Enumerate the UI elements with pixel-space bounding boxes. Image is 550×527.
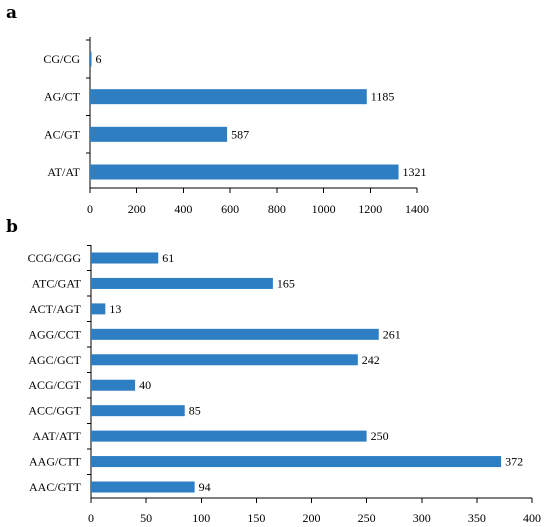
bar-acc-ggt	[91, 405, 185, 417]
bar-cg-cg	[90, 51, 92, 67]
panel-letter-b: b	[6, 217, 18, 237]
x-tick-label: 0	[87, 202, 93, 216]
bar-aac-gtt	[91, 481, 195, 493]
category-label: ACT/AGT	[29, 302, 82, 316]
bar-ac-gt	[90, 126, 228, 142]
bar-acg-cgt	[91, 379, 136, 391]
bar-act-agt	[91, 303, 106, 315]
bar-aat-att	[91, 430, 367, 442]
x-tick-label: 100	[192, 511, 210, 525]
category-label: AGC/GCT	[28, 353, 81, 367]
category-label: CCG/CGG	[28, 251, 82, 265]
bar-atc-gat	[91, 277, 273, 289]
category-label: AG/CT	[44, 90, 81, 104]
category-label: ATC/GAT	[32, 276, 82, 290]
category-label: AAC/GTT	[29, 480, 82, 494]
x-tick-label: 600	[221, 202, 239, 216]
category-label: AGG/CCT	[28, 327, 81, 341]
category-label: ACC/GGT	[28, 404, 81, 418]
data-label: 13	[109, 302, 121, 316]
data-label: 61	[162, 251, 174, 265]
x-tick-label: 350	[468, 511, 486, 525]
bar-aag-ctt	[91, 456, 502, 468]
data-label: 165	[277, 276, 295, 290]
x-tick-label: 1400	[405, 202, 429, 216]
data-label: 1185	[371, 90, 395, 104]
x-tick-label: 1000	[312, 202, 336, 216]
x-tick-label: 300	[413, 511, 431, 525]
x-tick-label: 800	[268, 202, 286, 216]
data-label: 40	[139, 378, 151, 392]
chart-b: 0 50 100 150 200 250 300 350 400 AAC/GTT 94 AAG/CTT…	[28, 244, 541, 525]
bar-ag-ct	[90, 89, 367, 105]
x-tick-label: 50	[140, 511, 152, 525]
category-label: AT/AT	[47, 165, 80, 179]
bar-agg-cct	[91, 328, 379, 340]
panel-letter-a: a	[6, 3, 17, 23]
x-tick-label: 150	[247, 511, 265, 525]
bar-at-at	[90, 164, 399, 180]
bar-agc-gct	[91, 354, 358, 366]
category-label: CG/CG	[43, 52, 80, 66]
chart-a: 0 200 400 600 800 1000 1200 1400 AT/AT 1321 AC/GT 5…	[43, 37, 429, 216]
data-label: 587	[231, 127, 249, 141]
bar-ccg-cgg	[91, 252, 159, 264]
data-label: 85	[189, 404, 201, 418]
data-label: 372	[505, 455, 523, 469]
x-tick-label: 1200	[358, 202, 382, 216]
x-tick-label: 200	[128, 202, 146, 216]
category-label: AC/GT	[44, 127, 81, 141]
x-tick-label: 400	[523, 511, 541, 525]
data-label: 1321	[403, 165, 427, 179]
category-label: AAG/CTT	[29, 455, 82, 469]
x-tick-label: 0	[88, 511, 94, 525]
category-label: ACG/CGT	[28, 378, 81, 392]
x-tick-label: 400	[174, 202, 192, 216]
x-tick-label: 250	[358, 511, 376, 525]
category-label: AAT/ATT	[32, 429, 81, 443]
data-label: 261	[383, 327, 401, 341]
data-label: 242	[362, 353, 380, 367]
x-tick-label: 200	[303, 511, 321, 525]
data-label: 250	[371, 429, 389, 443]
data-label: 6	[96, 52, 102, 66]
data-label: 94	[199, 480, 211, 494]
